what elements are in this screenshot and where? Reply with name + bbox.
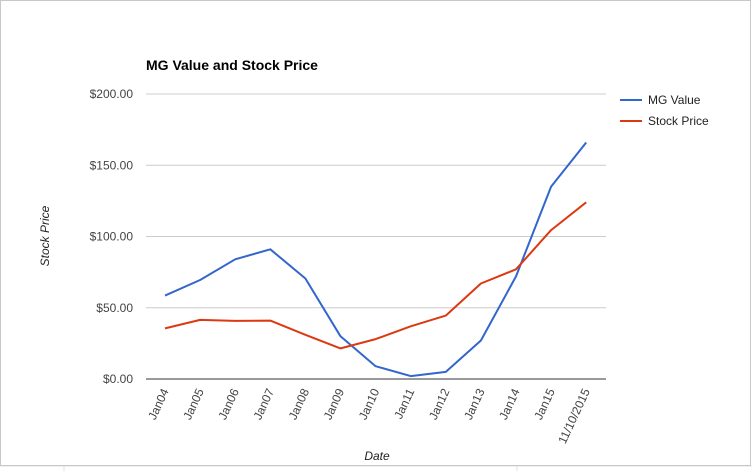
- x-axis-ticks: Jan04 Jan05 Jan06 Jan07 Jan08 Jan09 Jan10 Jan11…: [145, 386, 593, 446]
- x-tick-label: Jan05: [180, 386, 207, 422]
- x-axis-label: Date: [364, 449, 390, 463]
- x-tick-label: Jan08: [286, 386, 313, 422]
- x-tick-label: Jan11: [391, 386, 417, 421]
- x-tick-label: Jan07: [251, 386, 278, 422]
- y-tick-label: $100.00: [90, 230, 134, 244]
- legend-entry-label: MG Value: [648, 93, 701, 107]
- legend-entry-label: Stock Price: [648, 114, 709, 128]
- series-lines: [164, 141, 587, 378]
- x-tick-label: Jan10: [356, 386, 383, 422]
- y-axis-label: Stock Price: [38, 205, 52, 266]
- y-tick-label: $150.00: [90, 158, 134, 172]
- legend[interactable]: MG Value Stock Price: [620, 93, 709, 128]
- y-tick-label: $50.00: [96, 301, 133, 315]
- y-tick-label: $0.00: [103, 372, 133, 386]
- gridlines: [146, 93, 606, 309]
- x-tick-label: Jan12: [426, 386, 453, 422]
- series-line: [164, 141, 587, 378]
- y-axis-ticks: $0.00 $50.00 $100.00 $150.00 $200.00: [90, 87, 134, 386]
- x-tick-label: Jan15: [531, 386, 558, 422]
- x-tick-label: 11/10/2015: [555, 386, 593, 446]
- chart-title: MG Value and Stock Price: [146, 57, 318, 73]
- x-tick-label: Jan04: [145, 386, 172, 422]
- series-line: [164, 201, 587, 350]
- x-tick-label: Jan09: [321, 386, 348, 422]
- y-tick-label: $200.00: [90, 87, 134, 101]
- x-tick-label: Jan13: [461, 386, 488, 422]
- x-tick-label: Jan06: [215, 386, 242, 422]
- x-tick-label: Jan14: [496, 386, 523, 422]
